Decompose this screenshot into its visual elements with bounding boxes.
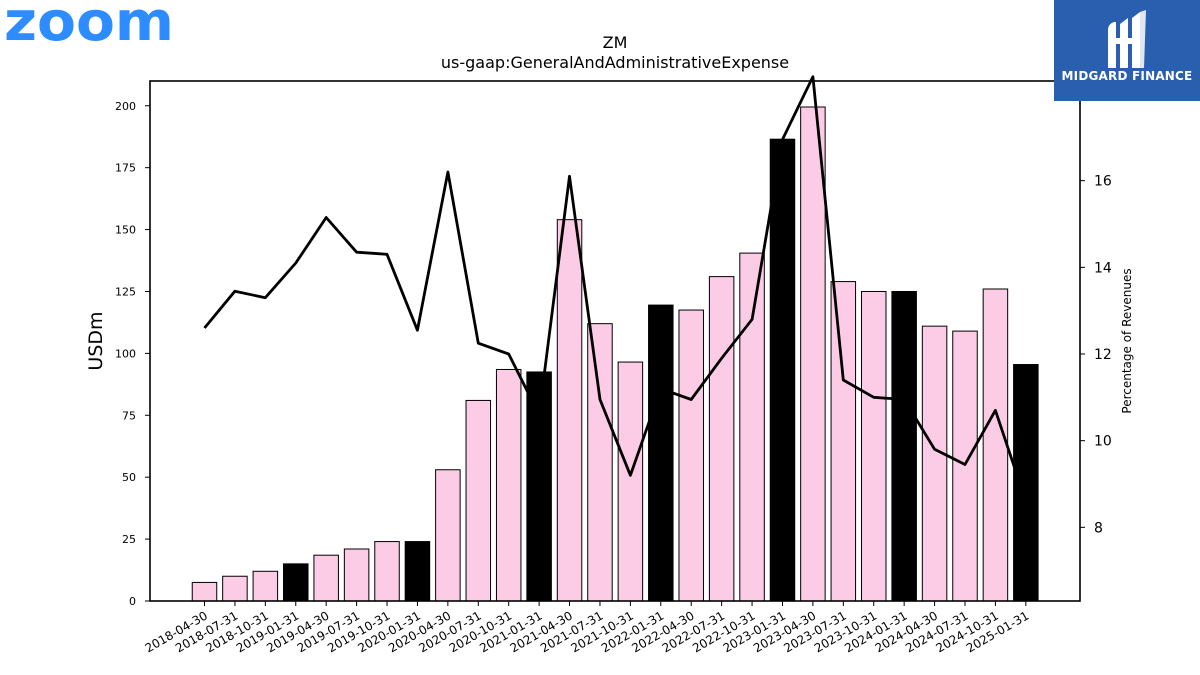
y-tick-label: 200 <box>115 100 136 113</box>
y-tick-label: 0 <box>129 595 136 608</box>
y-tick-label: 25 <box>122 533 136 546</box>
y2-axis-label: Percentage of Revenues <box>1120 268 1134 413</box>
y2-axis: 81012141618 <box>1080 87 1112 536</box>
bar <box>648 304 674 602</box>
y-tick-label: 50 <box>122 471 136 484</box>
line-group <box>203 75 1028 502</box>
bar <box>708 276 735 602</box>
zoom-logo: zoom <box>4 0 184 53</box>
y-tick-label: 150 <box>115 224 136 237</box>
y-tick-label: 125 <box>115 285 136 298</box>
publisher-name: MIDGARD FINANCE <box>1061 69 1193 83</box>
bar <box>252 570 279 602</box>
x-axis: 2018-04-302018-07-312018-10-312019-01-31… <box>143 601 1031 655</box>
y-axis: 0 25 50 75 100 125 150 175 200 <box>115 100 150 608</box>
bar <box>435 469 461 602</box>
bar <box>283 563 309 602</box>
chart-subtitle: us-gaap:GeneralAndAdministrativeExpense <box>441 53 789 72</box>
y-tick-label: 75 <box>122 409 136 422</box>
bar <box>343 548 370 602</box>
y-tick-label: 175 <box>115 162 136 175</box>
bar <box>678 309 704 602</box>
bar <box>1013 364 1039 602</box>
bar <box>982 288 1009 602</box>
y-axis-label: USDm <box>85 311 107 370</box>
y2-tick-label: 10 <box>1094 434 1112 450</box>
bar <box>769 138 796 602</box>
series-line <box>203 75 1028 502</box>
bars-group <box>191 106 1039 602</box>
bar <box>921 325 948 602</box>
y2-tick-label: 16 <box>1094 174 1112 190</box>
bar <box>374 541 400 602</box>
publisher-logo: MIDGARD FINANCE <box>1054 0 1200 101</box>
zoom-logo-text: zoom <box>4 2 174 46</box>
bar <box>830 281 857 602</box>
bar <box>860 290 887 602</box>
bar <box>800 106 826 602</box>
bar <box>556 219 583 602</box>
plot-frame <box>149 80 1081 602</box>
y-tick-label: 100 <box>115 347 136 360</box>
bar <box>313 554 339 602</box>
bar <box>739 252 765 602</box>
y2-tick-label: 8 <box>1094 520 1103 536</box>
bar <box>495 368 522 602</box>
publisher-emblem-icon <box>1108 10 1146 68</box>
y2-tick-label: 12 <box>1094 347 1112 363</box>
y2-tick-label: 14 <box>1094 260 1112 276</box>
bar <box>891 290 917 602</box>
bar <box>191 581 218 602</box>
bar <box>587 323 613 602</box>
chart-title: ZM <box>603 33 628 52</box>
bar <box>222 575 248 602</box>
bar <box>404 541 431 602</box>
bar <box>465 399 492 602</box>
bar <box>952 330 978 602</box>
bar <box>617 361 644 602</box>
